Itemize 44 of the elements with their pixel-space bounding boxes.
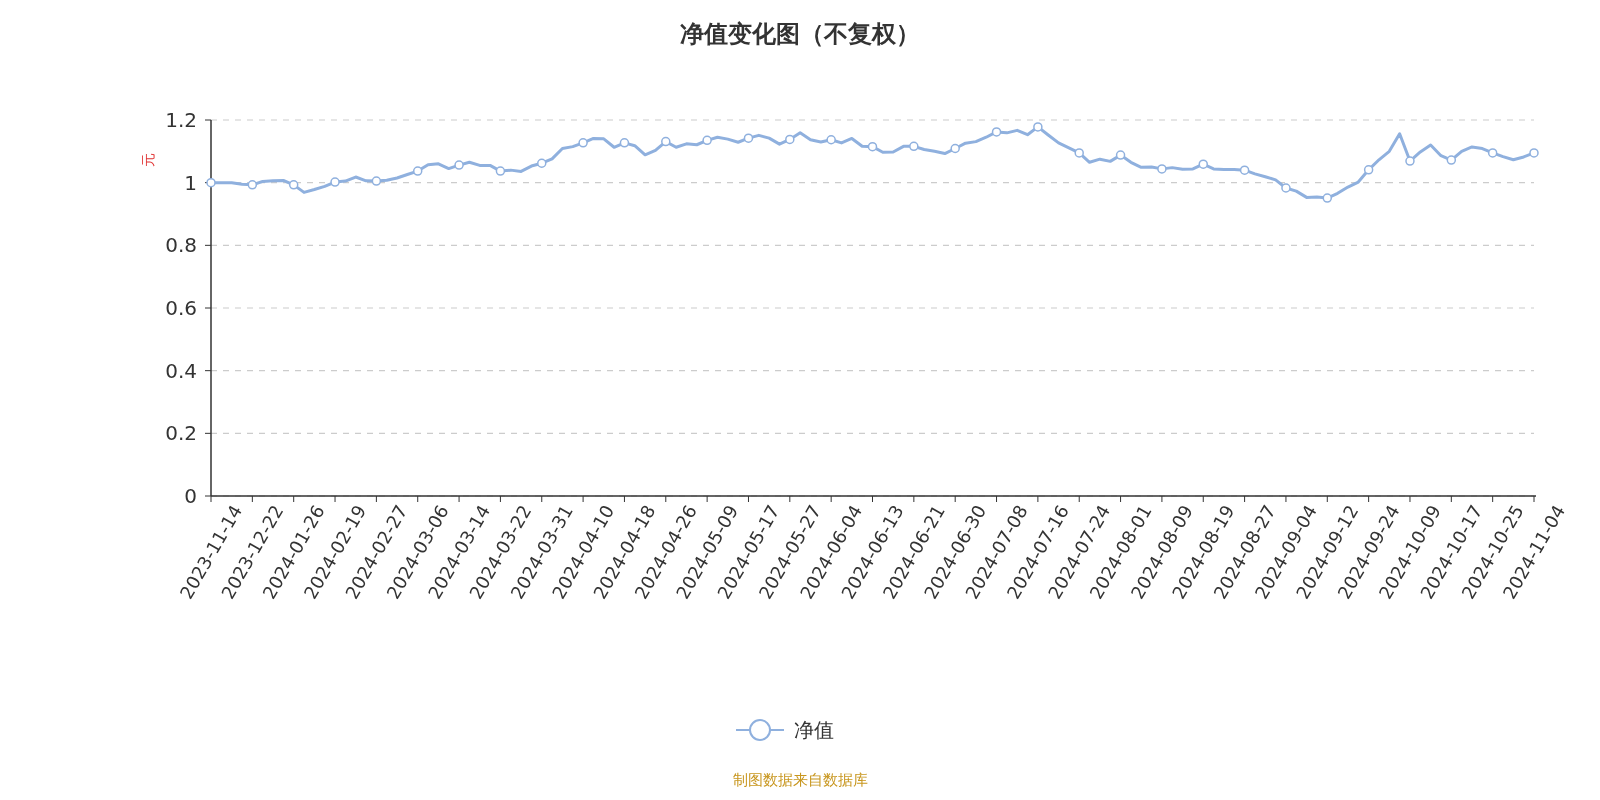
- point: [1074, 148, 1084, 158]
- point: [288, 180, 299, 190]
- point: [495, 166, 506, 176]
- point: [412, 166, 423, 176]
- legend-label: 净值: [794, 718, 834, 742]
- point: [537, 158, 547, 168]
- point: [1363, 165, 1374, 175]
- y-tick-label: 1: [184, 170, 197, 195]
- point: [909, 141, 919, 152]
- y-tick-label: 0.4: [165, 358, 197, 383]
- point: [991, 127, 1002, 137]
- point: [1487, 148, 1498, 158]
- point: [619, 138, 630, 148]
- point: [1405, 156, 1415, 166]
- y-tick-label: 0.6: [165, 296, 197, 320]
- point: [330, 177, 340, 187]
- y-axis-title: 元: [140, 153, 156, 167]
- point: [578, 138, 588, 148]
- y-tick-label: 1.2: [165, 108, 197, 132]
- point: [1239, 165, 1250, 175]
- point: [1033, 122, 1043, 132]
- point: [1115, 150, 1126, 160]
- point: [743, 133, 754, 143]
- point: [702, 135, 712, 146]
- point: [1529, 148, 1539, 158]
- point: [661, 136, 671, 147]
- point: [1322, 193, 1333, 203]
- point: [826, 134, 836, 145]
- point: [1198, 159, 1208, 169]
- point: [785, 134, 795, 145]
- point: [1446, 155, 1457, 165]
- point: [1281, 183, 1291, 193]
- chart-title: 净值变化图（不复权）: [680, 20, 920, 48]
- point: [867, 141, 878, 152]
- point: [206, 177, 216, 188]
- y-tick-label: 0.2: [165, 421, 197, 446]
- point: [1157, 164, 1167, 174]
- point: [371, 176, 382, 186]
- point: [247, 180, 258, 190]
- text: 制图数据来自数据库: [732, 771, 868, 789]
- y-tick-label: 0: [184, 484, 197, 508]
- point: [950, 143, 960, 154]
- point: [454, 160, 464, 170]
- y-tick-label: 0.8: [165, 233, 197, 258]
